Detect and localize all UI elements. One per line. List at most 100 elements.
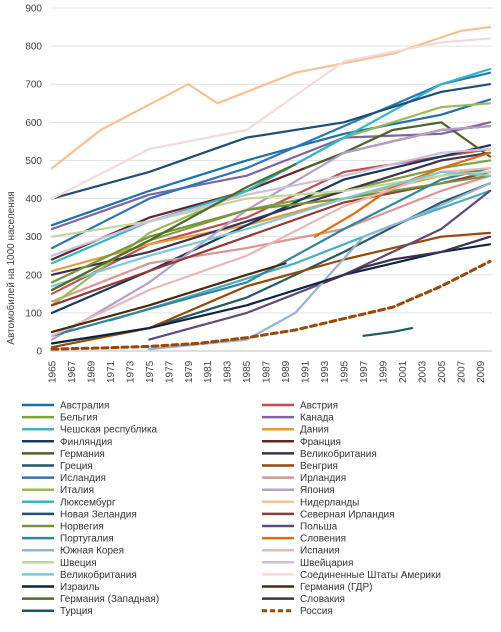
legend-label: Португалия xyxy=(60,534,114,545)
series-line xyxy=(50,151,492,276)
legend-label: Германия (Западная) xyxy=(60,594,159,605)
x-tick-label: 1993 xyxy=(320,360,331,383)
y-tick-label: 900 xyxy=(25,4,42,15)
legend-label: Северная Ирландия xyxy=(300,509,395,520)
series-line xyxy=(362,327,414,337)
legend-label: Словакия xyxy=(300,594,345,605)
x-tick-label: 2009 xyxy=(476,360,487,383)
y-tick-label: 700 xyxy=(25,80,42,91)
x-tick-label: 1979 xyxy=(184,360,195,383)
legend-label: Греция xyxy=(60,461,93,472)
x-tick-label: 2003 xyxy=(417,360,428,383)
legend-label: Ирландия xyxy=(300,473,346,484)
legend-label: Норвегия xyxy=(60,522,104,533)
legend-label: Швеция xyxy=(60,558,97,569)
legend-label: Чешская республика xyxy=(60,424,158,436)
x-tick-label: 1989 xyxy=(281,360,292,383)
legend-label: Бельгия xyxy=(60,413,98,424)
series-line xyxy=(50,174,492,284)
legend-label: Люксембург xyxy=(60,496,116,508)
x-tick-label: 1997 xyxy=(359,360,370,383)
y-tick-label: 600 xyxy=(25,118,42,129)
x-tick-label: 1965 xyxy=(48,360,59,383)
series-line xyxy=(50,125,492,261)
legend-label: Великобритания xyxy=(60,569,137,581)
legend-label: Великобритания xyxy=(300,448,377,460)
y-tick-label: 800 xyxy=(25,42,42,53)
x-tick-label: 1967 xyxy=(67,360,78,383)
series-line xyxy=(50,259,492,351)
series-line xyxy=(50,121,492,231)
series-line xyxy=(50,170,492,288)
series-line xyxy=(304,121,492,170)
y-tick-label: 400 xyxy=(25,194,42,205)
series-lines xyxy=(50,26,492,351)
legend-label: Турция xyxy=(60,606,93,617)
legend-label: Новая Зеландия xyxy=(60,509,137,520)
x-tick-label: 1987 xyxy=(262,360,273,383)
x-tick-label: 2001 xyxy=(398,360,409,383)
series-line xyxy=(50,262,287,333)
legend-label: Польша xyxy=(300,522,338,533)
legend-label: Нидерланды xyxy=(300,497,359,508)
x-tick-label: 1981 xyxy=(203,360,214,383)
x-tick-label: 1985 xyxy=(242,360,253,383)
y-axis-label: Автомобилей на 1000 населения xyxy=(5,191,17,344)
x-tick-label: 1973 xyxy=(125,360,136,383)
x-tick-label: 1995 xyxy=(340,360,351,383)
legend-label: Канада xyxy=(300,413,334,424)
series-line xyxy=(50,163,297,292)
y-tick-label: 0 xyxy=(36,347,42,358)
series-line xyxy=(50,37,492,200)
x-tick-label: 1991 xyxy=(301,360,312,383)
legend-label: Дания xyxy=(300,425,329,436)
legend-label: Соединенные Штаты Америки xyxy=(300,570,441,581)
legend-label: Россия xyxy=(300,606,333,617)
x-tick-label: 2005 xyxy=(437,360,448,383)
x-axis-ticks: 1965 1967 1969 1971 1973 1975 1977 1979 1981 1983… xyxy=(48,360,487,383)
legend-label: Испания xyxy=(300,546,340,557)
series-line xyxy=(148,182,492,351)
x-tick-label: 2007 xyxy=(456,360,467,383)
legend-label: Франция xyxy=(300,437,341,448)
legend-label: Южная Корея xyxy=(60,546,124,557)
legend-label: Япония xyxy=(300,485,335,496)
series-line xyxy=(50,170,492,238)
legend-label: Германия xyxy=(60,449,105,460)
x-tick-label: 1977 xyxy=(164,360,175,383)
legend-label: Швейцария xyxy=(300,558,353,569)
y-axis-ticks: 0 100 200 300 400 500 600 700 800 900 xyxy=(25,4,42,358)
x-tick-label: 1975 xyxy=(145,360,156,383)
series-line xyxy=(50,26,492,170)
legend-label: Израиль xyxy=(60,582,100,593)
legend-label: Австрия xyxy=(300,401,338,412)
y-tick-label: 100 xyxy=(25,308,42,319)
x-tick-label: 1983 xyxy=(223,360,234,383)
y-tick-label: 500 xyxy=(25,156,42,167)
legend: Австралия Австрия Бельгия Канада Чешская рес… xyxy=(22,401,441,617)
legend-label: Словения xyxy=(300,534,346,545)
series-line xyxy=(50,144,492,314)
x-tick-label: 1969 xyxy=(86,360,97,383)
legend-label: Германия (ГДР) xyxy=(300,582,372,593)
x-tick-label: 1971 xyxy=(106,360,117,383)
series-line xyxy=(323,235,492,284)
series-line xyxy=(50,147,492,257)
series-line xyxy=(50,174,492,303)
x-tick-label: 1999 xyxy=(378,360,389,383)
series-line xyxy=(50,167,492,337)
y-tick-label: 200 xyxy=(25,270,42,281)
legend-label: Исландия xyxy=(60,473,106,484)
series-line xyxy=(50,231,492,349)
legend-label: Венгрия xyxy=(300,461,338,472)
series-line xyxy=(50,243,492,345)
y-tick-label: 300 xyxy=(25,232,42,243)
legend-label: Финляндия xyxy=(60,437,112,448)
series-line xyxy=(50,167,492,337)
legend-label: Италия xyxy=(60,485,94,496)
series-line xyxy=(313,151,492,238)
legend-label: Австралия xyxy=(60,401,109,412)
series-line xyxy=(50,125,492,341)
series-line xyxy=(50,83,492,200)
